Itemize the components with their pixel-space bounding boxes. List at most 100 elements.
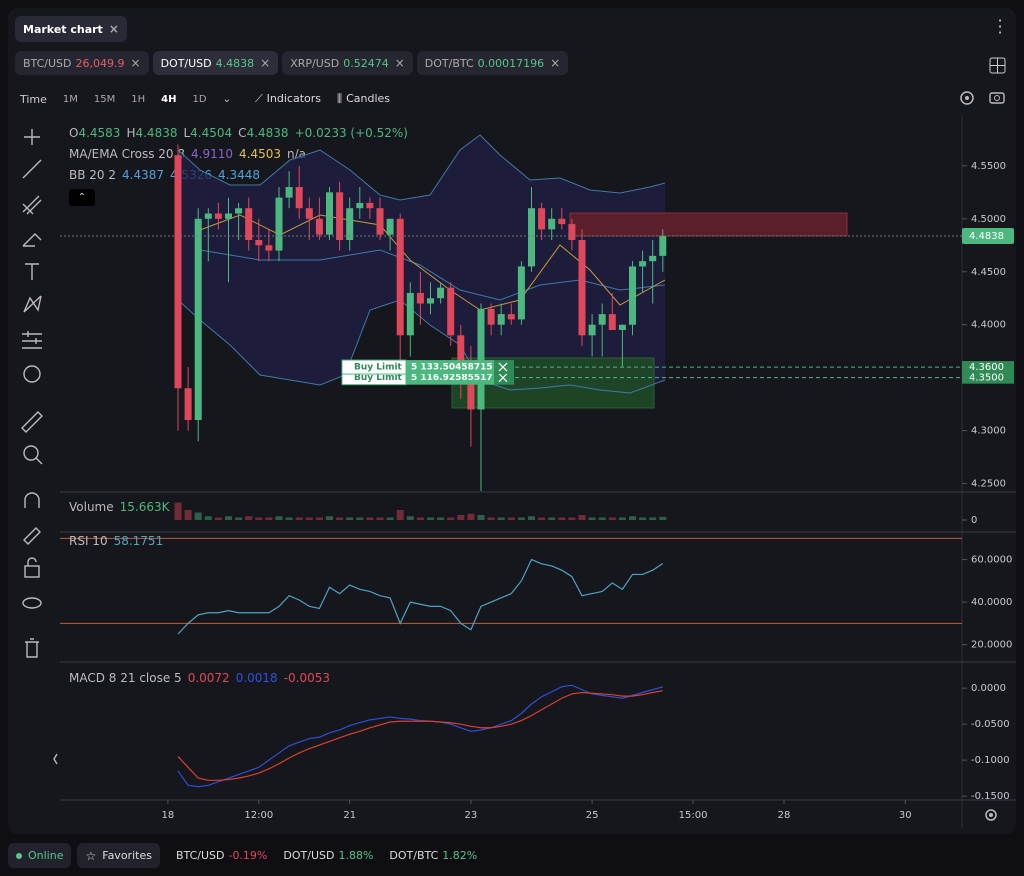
x-tick-label: 21 — [343, 810, 356, 821]
lock-draw-tool[interactable] — [23, 527, 41, 545]
interval-button[interactable]: 15M — [93, 93, 116, 105]
volume-bar — [194, 512, 202, 520]
pair-price: 0.52474 — [343, 56, 389, 70]
visibility-tool[interactable] — [22, 597, 42, 609]
x-tick-label: 12:00 — [244, 810, 273, 821]
pair-tab[interactable]: XRP/USD 0.52474 × — [282, 51, 413, 75]
candle-body — [649, 255, 657, 262]
status-text: Online — [28, 849, 64, 862]
candle-body — [528, 208, 535, 267]
lock-tool[interactable] — [24, 565, 40, 578]
candle-body — [356, 202, 364, 209]
macd-label: 0.0000 — [971, 683, 1006, 694]
last-price-label: 4.4838 — [969, 231, 1004, 242]
volume-bar — [416, 517, 424, 520]
order-qty: 5 133.50458715 — [411, 363, 493, 373]
volume-label: 0 — [971, 515, 977, 526]
pair-name: DOT/USD 4.4838 — [161, 57, 255, 70]
fib-tool[interactable] — [22, 195, 42, 215]
ohlc-key: O — [69, 126, 79, 140]
candle-body — [548, 218, 556, 230]
magnet-tool[interactable] — [24, 492, 40, 508]
candles-button[interactable]: ⫼ Candles — [329, 92, 398, 106]
indicators-button[interactable]: ⟋ Indicators — [247, 92, 329, 106]
bb-value: 4.4387 — [122, 168, 164, 182]
order-price-tag — [962, 371, 1014, 384]
brush-tool[interactable] — [22, 233, 42, 247]
favorites-button[interactable]: ☆ Favorites — [77, 843, 160, 868]
ohlc-key: H — [126, 126, 136, 140]
chart-settings-icon[interactable] — [960, 91, 974, 105]
volume-bar — [639, 517, 647, 520]
candle-body — [497, 314, 505, 325]
pattern-tool[interactable] — [23, 295, 42, 313]
collapse-sidebar[interactable] — [53, 753, 58, 765]
pair-symbol: BTC/USD — [23, 56, 72, 70]
measure-tool[interactable] — [22, 331, 42, 349]
delete-tool[interactable] — [25, 638, 39, 658]
volume-bar — [437, 517, 445, 520]
candle-body — [618, 324, 626, 331]
volume-bar — [295, 517, 303, 520]
order-price-label: 4.3600 — [969, 362, 1004, 373]
volume-bar — [225, 516, 232, 520]
order-cancel[interactable] — [494, 360, 514, 375]
candles-icon: ⫼ — [337, 92, 343, 105]
resistance-zone[interactable] — [569, 212, 848, 237]
menu-icon[interactable]: · · · — [997, 11, 1003, 42]
pair-tab[interactable]: BTC/USD 26,049.9 × — [15, 51, 149, 75]
order-qty-box — [406, 360, 494, 375]
emoji-tool[interactable] — [23, 365, 41, 383]
candle-body — [386, 218, 394, 235]
drawing-tools — [21, 129, 58, 765]
interval-button[interactable]: 1D — [192, 93, 207, 105]
layout-icon[interactable] — [988, 56, 1008, 76]
volume-bar — [649, 517, 657, 520]
pair-tab[interactable]: DOT/USD 4.4838 × — [152, 51, 279, 75]
candle-body — [437, 287, 445, 299]
candle-body — [235, 208, 243, 214]
order-side: Buy Limit — [354, 373, 403, 383]
close-icon: × — [260, 56, 271, 70]
volume-bar — [184, 510, 192, 520]
text-tool[interactable] — [25, 263, 39, 280]
close-icon[interactable]: × — [108, 22, 119, 36]
overlays — [174, 134, 848, 491]
candle-body — [366, 202, 374, 209]
collapse-legend[interactable]: ⌃ — [69, 189, 95, 206]
candle-body — [568, 224, 576, 240]
volume-bar — [305, 517, 313, 520]
candle-body — [639, 261, 647, 267]
volume-bar — [376, 517, 384, 520]
ma-value: 4.4503 — [239, 147, 281, 161]
ruler-tool[interactable] — [21, 411, 43, 433]
candle-body — [305, 208, 313, 219]
ohlc-key: C — [238, 126, 247, 140]
pair-tab[interactable]: DOT/BTC 0.00017196 × — [416, 51, 569, 75]
volume-row: Volume 15.663K — [69, 500, 170, 514]
volume-bar — [588, 517, 596, 520]
volume-bar — [629, 516, 636, 520]
x-tick-label: 15:00 — [679, 810, 708, 821]
zoom-tool[interactable] — [35, 457, 43, 465]
window-tab[interactable]: Market chart × — [15, 16, 127, 42]
volume-bar — [346, 517, 354, 520]
interval-button[interactable]: 1H — [131, 93, 146, 105]
volume-bar — [608, 517, 616, 520]
macd-line — [177, 690, 663, 781]
volume-bar — [255, 517, 263, 520]
interval-button[interactable]: 1M — [62, 93, 78, 105]
pair-symbol: DOT/USD — [160, 56, 212, 70]
settings-icon[interactable] — [985, 809, 997, 821]
volume-bar — [507, 517, 515, 520]
crosshair-tool[interactable] — [24, 129, 40, 145]
volume-bar — [214, 517, 222, 520]
interval-button[interactable]: 4H — [161, 93, 177, 105]
rsi-label: 20.0000 — [971, 640, 1012, 651]
ticker: BTC/USD -0.19% — [176, 849, 267, 862]
candle-body — [507, 314, 515, 320]
snapshot-icon[interactable] — [989, 92, 1005, 104]
price-label: 4.4500 — [971, 267, 1006, 278]
trendline-tool[interactable] — [22, 159, 42, 179]
candle-body — [487, 308, 495, 325]
